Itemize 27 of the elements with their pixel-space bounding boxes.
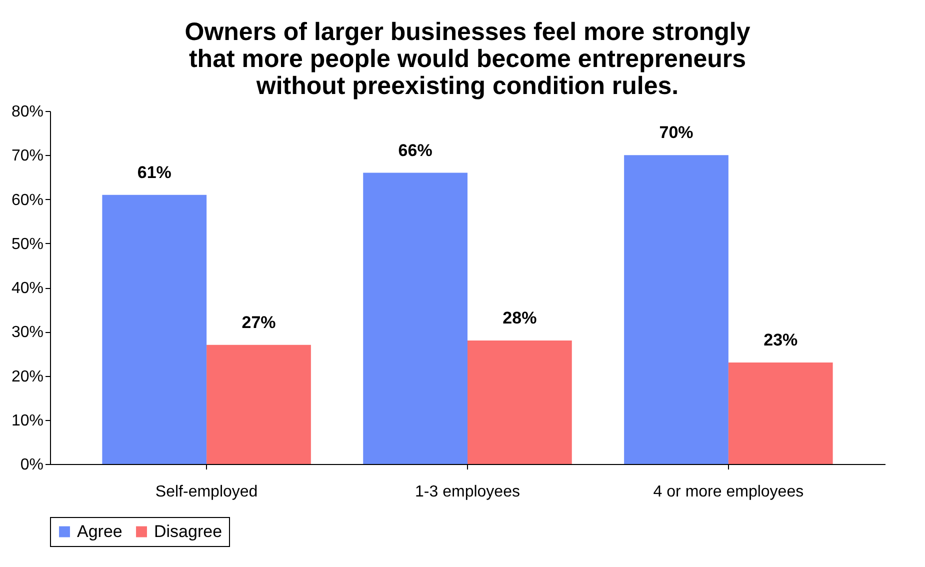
data-label: 23%	[764, 330, 798, 350]
x-tick-label: 4 or more employees	[653, 484, 804, 500]
y-tick-label: 30%	[11, 324, 44, 342]
bar	[624, 155, 728, 464]
data-label: 61%	[137, 162, 172, 182]
y-tick-label: 10%	[11, 412, 44, 430]
legend-label: Disagree	[154, 522, 222, 541]
chart-title: Owners of larger businesses feel more strongly that more people would become entrepreneurs without preexisting condition rules.	[184, 18, 750, 100]
x-tick-label: 1-3 employees	[415, 484, 520, 500]
bar	[102, 194, 207, 464]
data-label: 27%	[242, 312, 276, 332]
y-tick-label: 40%	[11, 280, 44, 297]
y-tick-label: 60%	[11, 192, 44, 209]
y-tick-label: 50%	[11, 236, 44, 253]
y-tick-label: 20%	[11, 368, 44, 386]
bar	[363, 172, 468, 464]
data-label: 66%	[398, 140, 432, 160]
bar	[728, 362, 833, 464]
bar	[206, 344, 311, 464]
legend-label: Agree	[77, 522, 122, 541]
y-tick-label: 0%	[20, 456, 44, 474]
bar	[468, 340, 572, 464]
data-label: 70%	[659, 123, 694, 142]
x-tick-label: Self-employed	[155, 484, 258, 500]
data-label: 28%	[502, 308, 537, 328]
y-tick-label: 70%	[11, 148, 44, 165]
y-tick-label: 80%	[11, 104, 44, 120]
